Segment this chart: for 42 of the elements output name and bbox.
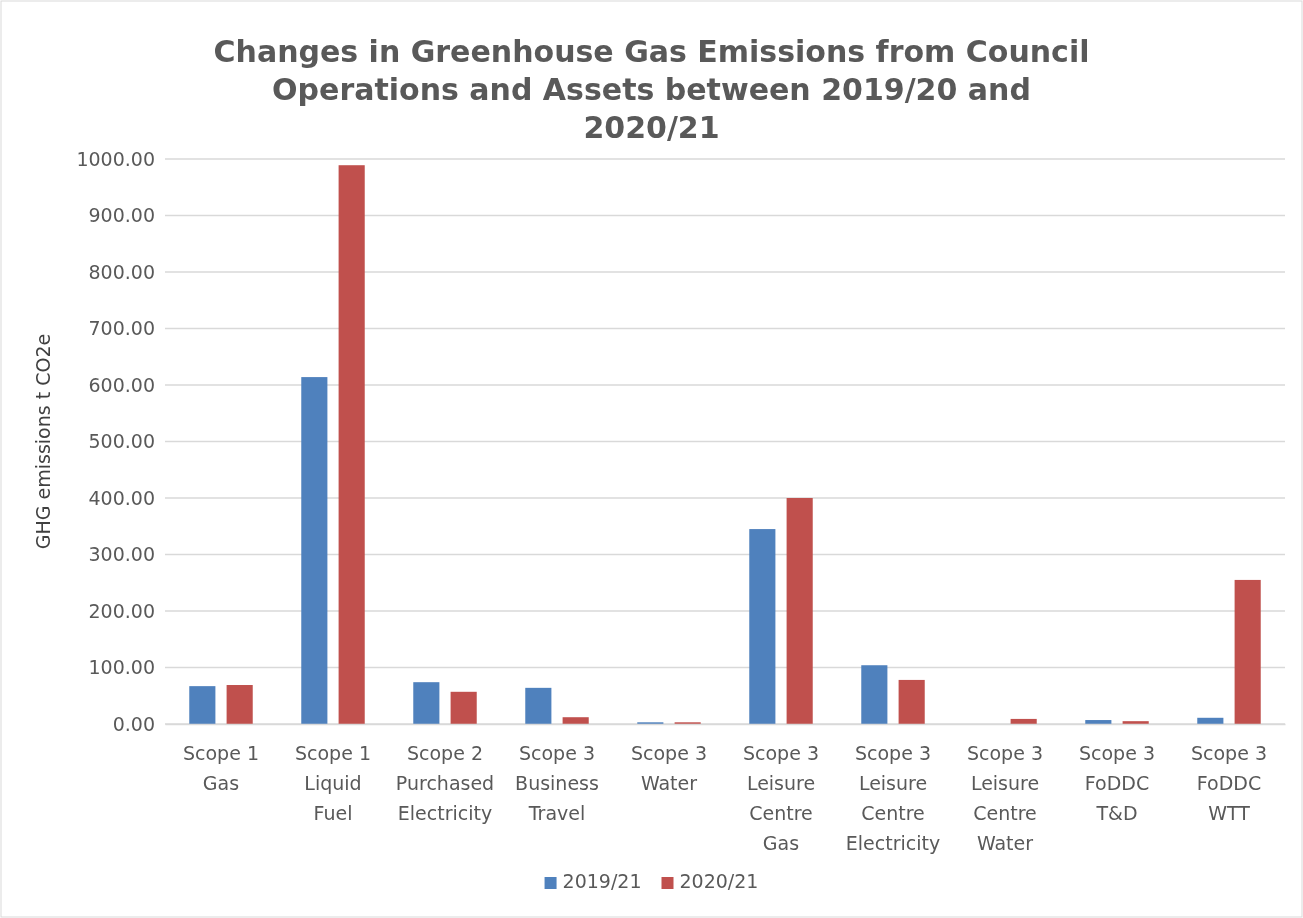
bar xyxy=(861,665,888,724)
x-tick-label: Scope 3 FoDDC WTT xyxy=(1190,742,1268,824)
x-tick-label: Scope 3 Leisure Centre Gas xyxy=(742,742,820,854)
x-tick-label: Scope 3 Business Travel xyxy=(515,742,599,824)
x-tick-label: Scope 1 Liquid Fuel xyxy=(294,742,372,824)
y-tick-label: 0.00 xyxy=(112,712,155,735)
y-tick-label: 700.00 xyxy=(88,317,155,340)
x-tick-label: Scope 3 Leisure Centre Water xyxy=(966,742,1044,854)
legend-label: 2020/21 xyxy=(679,870,759,892)
y-axis-title: GHG emissions t CO2e xyxy=(32,333,54,550)
bar xyxy=(525,687,552,724)
bar xyxy=(189,686,216,724)
bar xyxy=(301,377,328,724)
x-tick-label: Scope 1 Gas xyxy=(182,742,260,794)
x-tick-label: Scope 2 Purchased Electricity xyxy=(395,742,495,824)
bar xyxy=(413,682,440,724)
bar xyxy=(450,691,477,724)
legend-label: 2019/21 xyxy=(562,870,642,892)
bar xyxy=(1085,720,1112,724)
x-tick-label: Scope 3 FoDDC T&D xyxy=(1078,742,1156,824)
y-tick-label: 300.00 xyxy=(88,543,155,566)
x-tick-label: Scope 3 Leisure Centre Electricity xyxy=(845,742,941,854)
bar xyxy=(749,529,776,724)
chart-title: Changes in Greenhouse Gas Emissions from Council Operations and Assets between 2019/20 and 2020/21 xyxy=(213,34,1090,145)
y-tick-label: 900.00 xyxy=(88,204,155,227)
bar xyxy=(1010,718,1037,724)
y-tick-label: 100.00 xyxy=(88,656,155,679)
bar xyxy=(1197,717,1224,724)
bar xyxy=(786,498,813,724)
bar xyxy=(898,679,925,724)
y-tick-label: 600.00 xyxy=(88,373,155,396)
bar xyxy=(338,165,365,724)
bar xyxy=(562,717,589,724)
y-tick-label: 400.00 xyxy=(88,486,155,509)
y-tick-label: 1000.00 xyxy=(76,147,155,170)
bar xyxy=(1234,579,1261,724)
bar xyxy=(226,685,253,724)
bar xyxy=(1122,721,1149,724)
y-tick-label: 200.00 xyxy=(88,599,155,622)
y-tick-label: 500.00 xyxy=(88,430,155,453)
x-tick-label: Scope 3 Water xyxy=(630,742,708,794)
y-tick-label: 800.00 xyxy=(88,260,155,283)
